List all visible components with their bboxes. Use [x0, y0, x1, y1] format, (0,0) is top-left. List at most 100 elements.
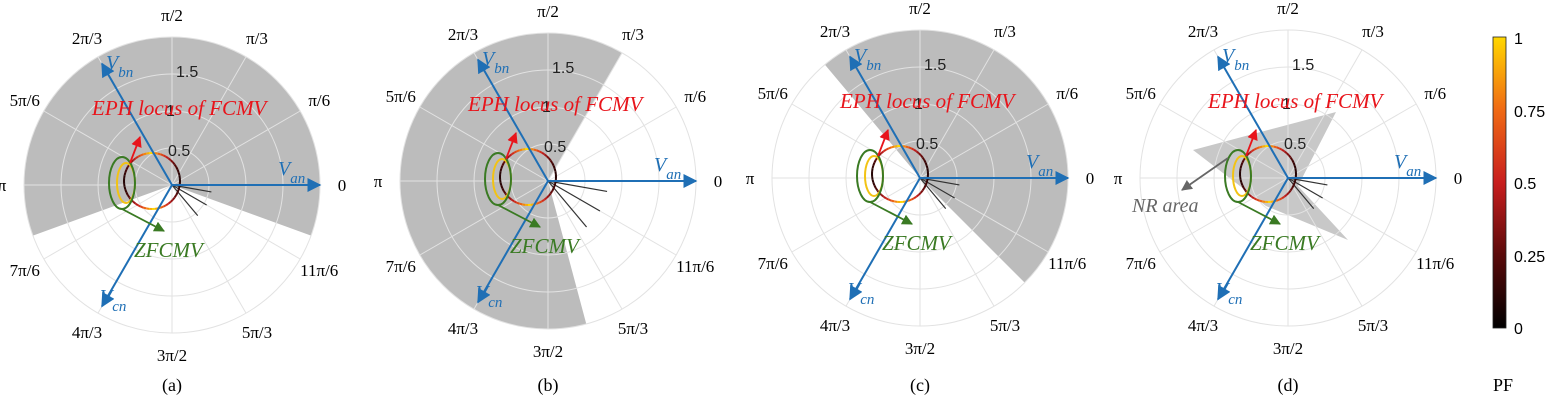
eph-locus-segment — [921, 156, 926, 161]
eph-locus-segment — [172, 161, 176, 166]
angle-label: 0 — [1086, 169, 1095, 188]
eph-locus-segment — [508, 153, 513, 157]
eph-locus-segment — [920, 154, 924, 159]
zfcmv-arrow — [497, 204, 541, 228]
eph-locus-segment — [170, 199, 174, 203]
eph-locus-segment — [1250, 195, 1255, 200]
vector-vcn — [101, 184, 173, 308]
radial-label: 1.5 — [552, 60, 574, 77]
vector-trace — [547, 180, 601, 212]
grid-spoke — [43, 110, 173, 186]
vector-trace — [1287, 177, 1315, 210]
eph-locus-segment — [551, 162, 555, 167]
eph-locus-segment — [501, 162, 505, 167]
eph-locus-segment — [130, 159, 134, 163]
eph-locus-segment — [165, 155, 170, 160]
eph-locus-segment — [167, 157, 172, 161]
eph-locus-segment — [541, 198, 546, 203]
colorbar-gradient — [1492, 36, 1507, 329]
grid-spoke — [1287, 103, 1417, 179]
eph-locus-segment — [1246, 152, 1250, 156]
eph-locus-segment — [882, 148, 887, 153]
eph-locus-segment — [924, 182, 928, 186]
angle-label: π — [374, 172, 383, 191]
vector-label-van: Van — [1026, 151, 1053, 180]
vector-trace — [919, 177, 955, 199]
radial-label: 0.5 — [544, 139, 566, 156]
eph-locus-segment — [1291, 159, 1295, 164]
nr-annotation: NR area — [1131, 195, 1198, 217]
polar-panel-3: 0 π/6 π/3 π/2 2π/3 5π/6 π 7π/6 4π/3 3π/2 5π/3 11π/6… — [746, 0, 1095, 396]
angle-label: 3π/2 — [533, 342, 563, 361]
eph-annotation: EPH locus of FCMV — [1207, 89, 1385, 113]
eph-locus-segment — [175, 166, 179, 171]
eph-locus-segment — [553, 168, 557, 172]
eph-locus-segment — [549, 159, 554, 164]
grid-spoke — [1159, 177, 1289, 253]
angle-label: 5π/6 — [10, 91, 40, 110]
eph-locus-segment — [510, 198, 515, 203]
vector-vcn — [1217, 177, 1289, 301]
eph-locus-segment — [513, 150, 518, 154]
eph-locus-segment — [162, 204, 167, 208]
eph-locus-segment — [124, 189, 128, 193]
eph-locus-segment — [873, 159, 877, 164]
eph-locus-segment — [908, 146, 912, 150]
eph-locus-segment — [1248, 150, 1253, 154]
eph-locus-segment — [499, 168, 503, 172]
eph-arrow — [129, 135, 142, 164]
eph-arrow — [505, 131, 518, 160]
eph-locus-segment — [1239, 165, 1243, 169]
eph-locus-segment — [918, 192, 922, 196]
radial-label: 0.5 — [916, 136, 938, 153]
eph-locus-segment — [880, 150, 885, 154]
eph-locus-segment — [176, 189, 180, 193]
eph-locus-segment — [1288, 154, 1292, 159]
radial-label: 1 — [542, 99, 551, 116]
angle-label: π/3 — [994, 22, 1016, 41]
eph-locus-segment — [891, 145, 895, 149]
eph-locus-segment — [925, 179, 929, 183]
angle-label: π/2 — [909, 0, 931, 18]
grid-spoke — [1159, 103, 1289, 179]
angle-label: π/6 — [1056, 84, 1078, 103]
eph-locus-segment — [519, 148, 523, 152]
eph-locus-segment — [1248, 194, 1253, 198]
eph-locus-segment — [140, 205, 144, 209]
eph-locus-segment — [134, 155, 139, 160]
radial-label: 0.5 — [168, 143, 190, 160]
grid-spoke — [419, 106, 549, 182]
eph-locus-segment — [553, 182, 557, 186]
grid-spoke — [1287, 177, 1363, 307]
vector-trace — [919, 177, 947, 210]
angle-label: π/6 — [308, 91, 330, 110]
eph-locus-segment — [546, 155, 550, 159]
vector-label-vbn: Vbn — [482, 48, 509, 77]
eph-locus-segment — [510, 151, 515, 156]
eph-locus-segment — [1278, 147, 1283, 151]
eph-locus-segment — [1288, 189, 1292, 194]
colorbar-tick-0: 0 — [1514, 321, 1523, 338]
vector-vbn — [101, 62, 173, 186]
colorbar: 0 0.25 0.5 0.75 1 PF — [1492, 31, 1545, 395]
vector-trace — [547, 180, 608, 193]
angle-label: 3π/2 — [157, 346, 187, 365]
eph-locus-segment — [888, 146, 892, 150]
angle-label: 5π/3 — [990, 316, 1020, 335]
eph-locus-segment — [137, 154, 142, 158]
eph-locus-segment — [533, 148, 537, 152]
eph-locus-segment — [891, 199, 895, 203]
eph-locus-segment — [536, 201, 540, 205]
vector-label-vbn: Vbn — [854, 45, 881, 74]
colorbar-title: PF — [1493, 375, 1513, 395]
radial-label: 1 — [166, 103, 175, 120]
eph-locus-segment — [137, 204, 142, 208]
eph-locus-segment — [499, 182, 503, 186]
eph-locus-segment — [1283, 194, 1288, 198]
eph-arrow — [1245, 128, 1258, 157]
eph-locus-segment — [918, 152, 922, 156]
angle-label: 2π/3 — [1188, 22, 1218, 41]
angle-label: 4π/3 — [448, 319, 478, 338]
eph-locus-segment — [552, 185, 556, 189]
grid-spoke — [919, 103, 1049, 179]
